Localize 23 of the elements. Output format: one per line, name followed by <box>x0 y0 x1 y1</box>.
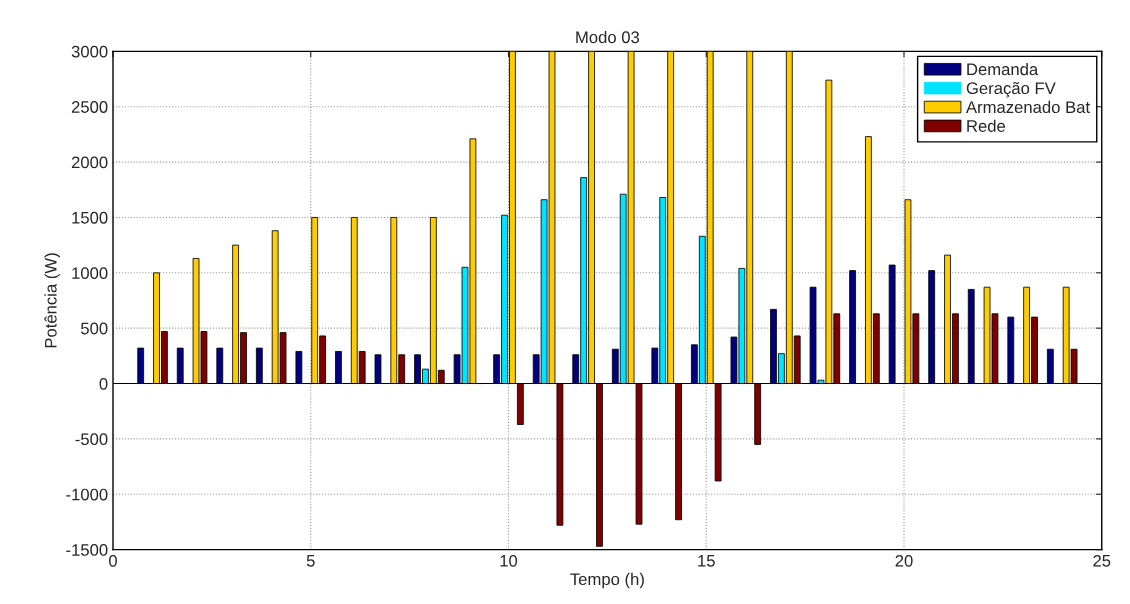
y-tick-label: -500 <box>75 433 108 446</box>
legend-label: Geração FV <box>966 82 1056 98</box>
x-axis-title: Tempo (h) <box>570 572 644 589</box>
y-tick-label: 1000 <box>72 267 108 280</box>
chart-title: Modo 03 <box>576 30 640 44</box>
legend-label: Rede <box>967 119 1006 132</box>
y-tick-label: 0 <box>99 377 108 390</box>
x-tick-label: 10 <box>500 554 518 567</box>
x-tick-label: 20 <box>895 554 913 567</box>
x-tick-label: 15 <box>698 555 715 567</box>
y-tick-label: 2500 <box>71 101 108 113</box>
legend-label: Armazenado Bat <box>965 100 1090 114</box>
x-tick-label: 25 <box>1093 554 1111 567</box>
y-axis-title: Potência (W) <box>44 253 60 348</box>
legend-label: Demanda <box>967 63 1039 76</box>
y-tick-label: 2000 <box>71 156 108 169</box>
y-tick-label: 500 <box>81 322 108 335</box>
y-tick-label: 3000 <box>71 45 108 58</box>
y-tick-label: 1500 <box>72 211 108 224</box>
y-tick-label: -1500 <box>66 544 108 556</box>
x-tick-label: 0 <box>109 554 117 567</box>
y-tick-label: -1000 <box>66 488 108 501</box>
x-tick-label: 5 <box>306 555 315 567</box>
